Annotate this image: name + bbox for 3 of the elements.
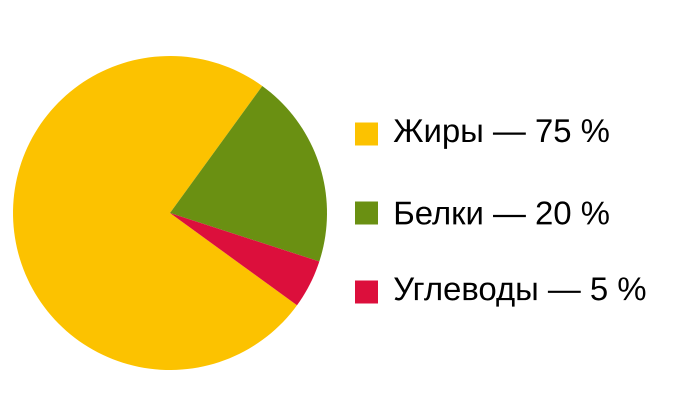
legend-label: Жиры — 75 % xyxy=(394,119,609,149)
legend-label: Белки — 20 % xyxy=(396,201,609,225)
legend-label: Углеводы — 5 % xyxy=(394,277,646,307)
